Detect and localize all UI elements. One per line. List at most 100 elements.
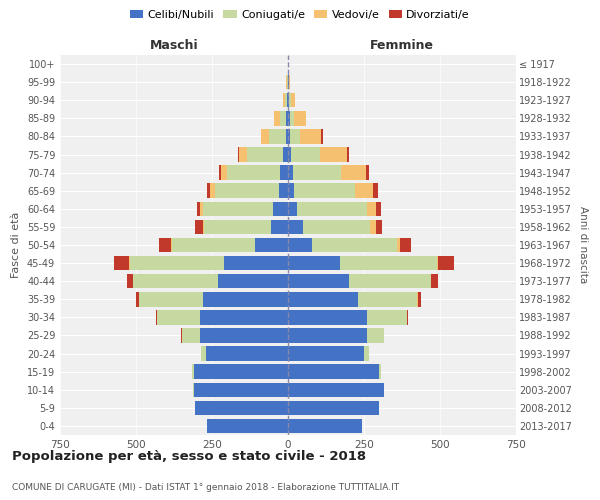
Bar (367, 328, 384, 342)
Bar (288, 256, 340, 270)
Bar (211, 184, 215, 198)
Bar (218, 274, 288, 288)
Text: Femmine: Femmine (370, 40, 434, 52)
Bar (289, 93, 291, 108)
Bar (397, 238, 400, 252)
Bar (400, 238, 411, 252)
Bar (139, 292, 203, 306)
Bar (303, 220, 370, 234)
Bar (437, 256, 439, 270)
Bar (367, 202, 376, 216)
Bar (384, 382, 385, 397)
Bar (341, 166, 365, 180)
Bar (384, 328, 385, 342)
Bar (365, 166, 368, 180)
Bar (288, 75, 289, 90)
Bar (221, 166, 227, 180)
Bar (288, 148, 291, 162)
Bar (193, 382, 194, 397)
Bar (203, 202, 273, 216)
Bar (208, 184, 211, 198)
Bar (417, 292, 418, 306)
Bar (157, 310, 200, 324)
Bar (288, 238, 313, 252)
Bar (288, 418, 362, 433)
Bar (373, 184, 377, 198)
Bar (273, 202, 288, 216)
Bar (379, 364, 381, 379)
Bar (288, 364, 379, 379)
Bar (364, 346, 368, 361)
Bar (127, 274, 133, 288)
Bar (431, 274, 437, 288)
Bar (288, 184, 294, 198)
Bar (238, 148, 239, 162)
Bar (172, 238, 254, 252)
Bar (224, 256, 288, 270)
Bar (288, 111, 290, 126)
Bar (358, 292, 417, 306)
Bar (200, 202, 203, 216)
Y-axis label: Fasce di età: Fasce di età (11, 212, 21, 278)
Bar (203, 220, 205, 234)
Text: COMUNE DI CARUGATE (MI) - Dati ISTAT 1° gennaio 2018 - Elaborazione TUTTITALIA.I: COMUNE DI CARUGATE (MI) - Dati ISTAT 1° … (12, 483, 399, 492)
Bar (114, 256, 130, 270)
Bar (418, 292, 421, 306)
Bar (286, 129, 288, 144)
Text: Popolazione per età, sesso e stato civile - 2018: Popolazione per età, sesso e stato civil… (12, 450, 366, 463)
Bar (227, 166, 280, 180)
Bar (283, 93, 284, 108)
Bar (288, 166, 293, 180)
Bar (205, 220, 271, 234)
Bar (280, 111, 286, 126)
Bar (159, 238, 171, 252)
Bar (293, 166, 341, 180)
Bar (347, 148, 349, 162)
Bar (254, 238, 288, 252)
Bar (247, 148, 283, 162)
Bar (313, 238, 397, 252)
Bar (340, 256, 437, 270)
Bar (171, 238, 172, 252)
Bar (195, 400, 288, 415)
Bar (130, 256, 224, 270)
Bar (288, 382, 384, 397)
Bar (280, 166, 288, 180)
Bar (279, 184, 288, 198)
Legend: Celibi/Nubili, Coniugati/e, Vedovi/e, Divorziati/e: Celibi/Nubili, Coniugati/e, Vedovi/e, Di… (125, 6, 475, 25)
Bar (291, 93, 295, 108)
Bar (202, 346, 206, 361)
Bar (289, 75, 290, 90)
Bar (200, 310, 288, 324)
Bar (290, 129, 300, 144)
Bar (300, 129, 322, 144)
Bar (218, 166, 221, 180)
Bar (195, 220, 203, 234)
Bar (376, 202, 381, 216)
Bar (288, 400, 379, 415)
Bar (197, 202, 200, 216)
Bar (288, 310, 367, 324)
Bar (274, 111, 280, 126)
Bar (261, 129, 269, 144)
Bar (376, 220, 382, 234)
Bar (322, 129, 323, 144)
Bar (194, 382, 288, 397)
Bar (288, 202, 297, 216)
Bar (288, 93, 289, 108)
Bar (355, 184, 373, 198)
Bar (271, 220, 288, 234)
Bar (288, 346, 364, 361)
Bar (136, 292, 139, 306)
Bar (288, 220, 303, 234)
Bar (206, 346, 288, 361)
Bar (215, 184, 279, 198)
Bar (288, 292, 358, 306)
Bar (297, 202, 367, 216)
Bar (291, 148, 320, 162)
Bar (349, 274, 431, 288)
Bar (283, 148, 288, 162)
Bar (182, 328, 200, 342)
Bar (407, 310, 408, 324)
Bar (288, 328, 367, 342)
